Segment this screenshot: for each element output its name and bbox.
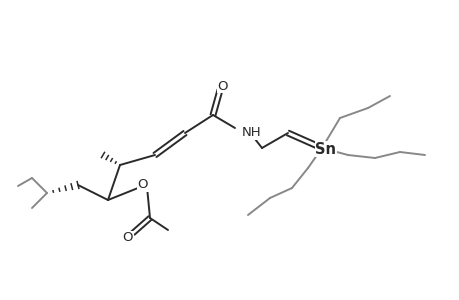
Text: NH: NH (241, 127, 261, 140)
Text: O: O (137, 178, 148, 191)
Text: O: O (217, 80, 228, 92)
Text: O: O (123, 232, 133, 244)
Text: Sn: Sn (315, 142, 336, 157)
